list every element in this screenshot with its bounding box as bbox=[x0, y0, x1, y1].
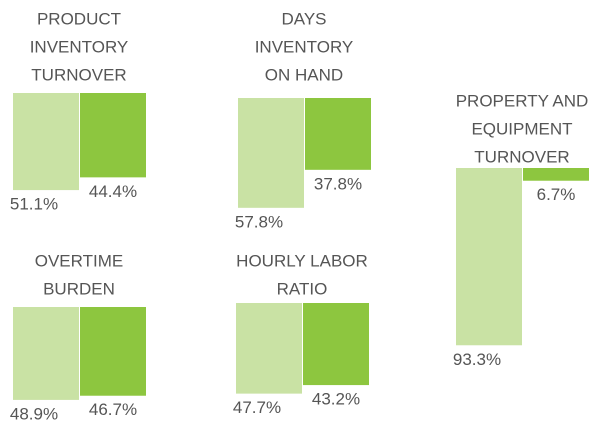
bar bbox=[303, 303, 369, 386]
value-label: 57.8% bbox=[235, 212, 283, 231]
panel-title: HOURLY LABOR bbox=[236, 251, 368, 270]
value-label: 6.7% bbox=[537, 185, 576, 204]
bar bbox=[456, 168, 522, 346]
panel-title: EQUIPMENT bbox=[471, 119, 572, 138]
value-label: 46.7% bbox=[89, 400, 137, 419]
panel-title: OVERTIME bbox=[35, 251, 123, 270]
value-label: 44.4% bbox=[89, 182, 137, 201]
value-label: 43.2% bbox=[312, 390, 360, 409]
panel-title: DAYS bbox=[281, 9, 326, 28]
panel-title: TURNOVER bbox=[31, 65, 126, 84]
value-label: 51.1% bbox=[10, 195, 58, 214]
value-label: 93.3% bbox=[453, 350, 501, 369]
bar bbox=[305, 98, 371, 170]
bar bbox=[13, 93, 79, 191]
panel-title: INVENTORY bbox=[255, 37, 354, 56]
bar bbox=[238, 98, 304, 208]
value-label: 37.8% bbox=[314, 174, 362, 193]
bar bbox=[13, 307, 79, 400]
value-label: 48.9% bbox=[10, 404, 58, 423]
bar bbox=[236, 303, 302, 394]
panel-title: BURDEN bbox=[43, 279, 115, 298]
panel-title: TURNOVER bbox=[474, 147, 569, 166]
panel-title: RATIO bbox=[277, 279, 328, 298]
bar bbox=[80, 307, 146, 396]
value-label: 47.7% bbox=[233, 398, 281, 417]
panel-title: PROPERTY AND bbox=[456, 91, 589, 110]
bar bbox=[523, 168, 589, 181]
panel-title: INVENTORY bbox=[30, 37, 129, 56]
bar bbox=[80, 93, 146, 178]
panel-title: ON HAND bbox=[265, 65, 343, 84]
panel-title: PRODUCT bbox=[37, 9, 121, 28]
